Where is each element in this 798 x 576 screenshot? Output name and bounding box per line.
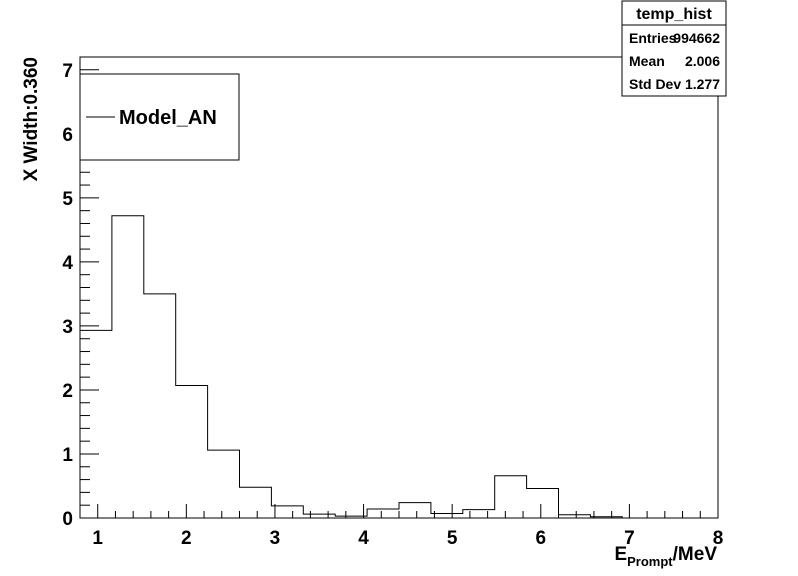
stats-mean-value: 2.006 (685, 53, 720, 69)
stats-stddev-label: Std Dev (629, 76, 681, 92)
y-tick-label: 3 (62, 317, 73, 338)
y-tick-label: 6 (62, 125, 73, 146)
y-axis-title: X Width:0.360 (21, 57, 42, 181)
x-tick-label: 5 (447, 528, 458, 549)
y-tick-label: 0 (62, 509, 73, 530)
legend-label-model-an: Model_AN (119, 107, 217, 129)
x-tick-label: 1 (92, 528, 103, 549)
stats-title: temp_hist (636, 6, 712, 23)
y-tick-labels: 0 1 2 3 4 5 6 7 (62, 61, 73, 530)
x-axis-title-sub: Prompt (627, 554, 673, 569)
x-tick-label: 8 (713, 528, 724, 549)
histogram-series-line (79, 215, 718, 519)
x-axis-title-unit: /MeV (673, 544, 718, 565)
legend: Model_AN (79, 73, 240, 161)
x-tick-label: 7 (624, 528, 635, 549)
x-tick-label: 4 (358, 528, 369, 549)
stats-entries-value: 994662 (673, 30, 720, 46)
x-axis-title: EPrompt/MeV (614, 544, 717, 569)
stats-mean-label: Mean (629, 53, 665, 69)
y-tick-label: 7 (62, 61, 73, 82)
x-tick-label: 3 (270, 528, 281, 549)
y-tick-label: 4 (62, 253, 73, 274)
axis-ticks (79, 56, 719, 519)
stats-box: temp_hist Entries 994662 Mean 2.006 Std … (621, 0, 727, 97)
x-tick-label: 6 (535, 528, 546, 549)
stats-stddev-value: 1.277 (685, 76, 720, 92)
stats-entries-label: Entries (629, 30, 677, 46)
y-tick-label: 2 (62, 381, 73, 402)
x-tick-labels: 1 2 3 4 5 6 7 8 (92, 528, 723, 549)
x-tick-label: 2 (181, 528, 192, 549)
stats-box-frame (621, 0, 727, 97)
x-axis-title-main: E (614, 544, 627, 565)
y-tick-label: 1 (62, 445, 73, 466)
y-tick-label: 5 (62, 189, 73, 210)
